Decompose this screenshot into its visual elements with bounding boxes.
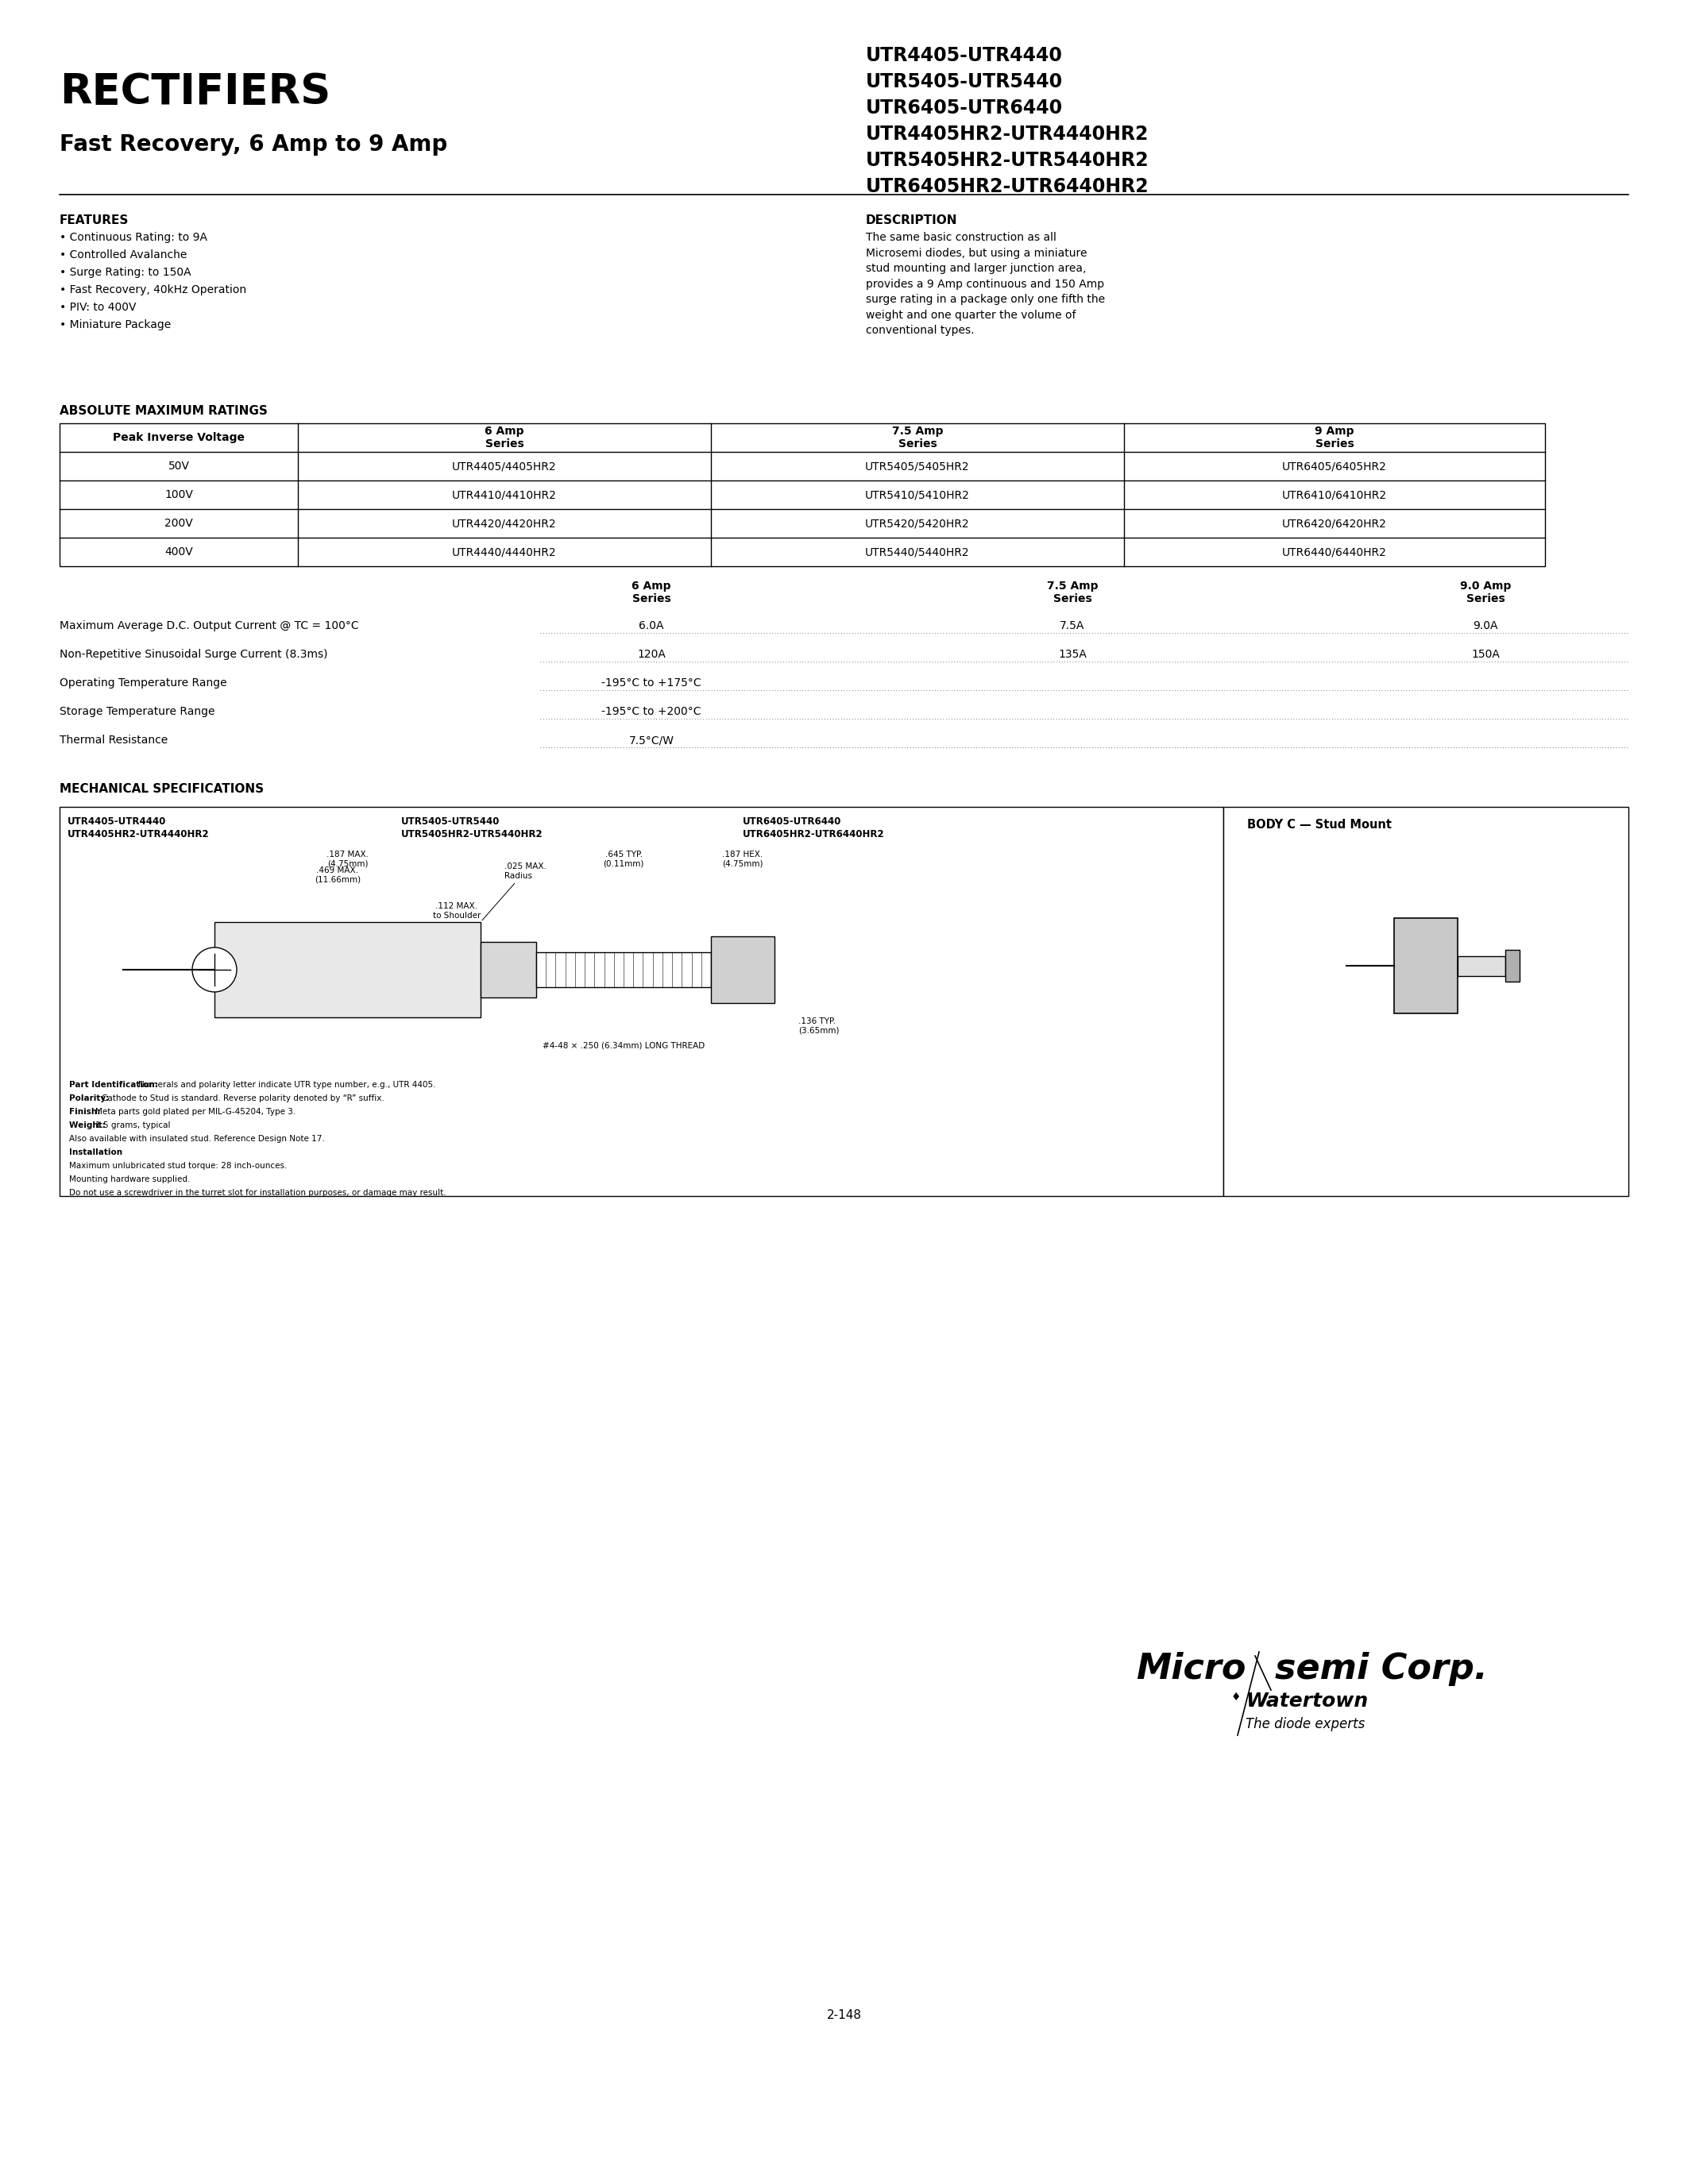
- Text: .112 MAX.
to Shoulder: .112 MAX. to Shoulder: [432, 902, 481, 919]
- Text: Non-Repetitive Sinusoidal Surge Current (8.3ms): Non-Repetitive Sinusoidal Surge Current …: [59, 649, 327, 660]
- Bar: [1394, 917, 1458, 1013]
- Text: UTR4405-UTR4440: UTR4405-UTR4440: [866, 46, 1063, 66]
- Text: -195°C to +200°C: -195°C to +200°C: [601, 705, 701, 716]
- Text: UTR6405/6405HR2: UTR6405/6405HR2: [1283, 461, 1388, 472]
- Text: Maximum unlubricated stud torque: 28 inch-ounces.: Maximum unlubricated stud torque: 28 inc…: [69, 1162, 287, 1171]
- Text: UTR4420/4420HR2: UTR4420/4420HR2: [452, 518, 557, 529]
- Text: 9.0A: 9.0A: [1474, 620, 1497, 631]
- Text: UTR4405HR2-UTR4440HR2: UTR4405HR2-UTR4440HR2: [866, 124, 1150, 144]
- Text: .187 HEX.
(4.75mm): .187 HEX. (4.75mm): [722, 850, 763, 867]
- Text: UTR6405HR2-UTR6440HR2: UTR6405HR2-UTR6440HR2: [866, 177, 1150, 197]
- Bar: [537, 952, 711, 987]
- Text: .645 TYP.
(0.11mm): .645 TYP. (0.11mm): [603, 850, 645, 867]
- Text: The diode experts: The diode experts: [1246, 1717, 1366, 1732]
- Text: Polarity:: Polarity:: [69, 1094, 111, 1103]
- Text: • Miniature Package: • Miniature Package: [59, 319, 170, 330]
- Text: BODY C — Stud Mount: BODY C — Stud Mount: [1247, 819, 1391, 830]
- Text: ABSOLUTE MAXIMUM RATINGS: ABSOLUTE MAXIMUM RATINGS: [59, 404, 268, 417]
- Text: Thermal Resistance: Thermal Resistance: [59, 734, 167, 745]
- Text: .025 MAX.
Radius: .025 MAX. Radius: [483, 863, 547, 919]
- Text: 6 Amp
Series: 6 Amp Series: [631, 581, 672, 605]
- Text: 6.0A: 6.0A: [638, 620, 663, 631]
- Text: 9.0 Amp
Series: 9.0 Amp Series: [1460, 581, 1511, 605]
- Text: UTR6440/6440HR2: UTR6440/6440HR2: [1283, 546, 1388, 557]
- Text: -195°C to +175°C: -195°C to +175°C: [601, 677, 701, 688]
- Text: UTR6410/6410HR2: UTR6410/6410HR2: [1283, 489, 1388, 500]
- Text: 9 Amp
Series: 9 Amp Series: [1315, 426, 1354, 450]
- Text: UTR5405/5405HR2: UTR5405/5405HR2: [866, 461, 969, 472]
- Text: Maximum Average D.C. Output Current @ TC = 100°C: Maximum Average D.C. Output Current @ TC…: [59, 620, 360, 631]
- Text: 7.5 Amp
Series: 7.5 Amp Series: [891, 426, 944, 450]
- Circle shape: [192, 948, 236, 992]
- Text: ♦: ♦: [1231, 1693, 1241, 1704]
- Text: MECHANICAL SPECIFICATIONS: MECHANICAL SPECIFICATIONS: [59, 784, 263, 795]
- Text: 150A: 150A: [1472, 649, 1499, 660]
- Text: 120A: 120A: [636, 649, 665, 660]
- Text: Finish:: Finish:: [69, 1107, 103, 1116]
- Text: 200V: 200V: [164, 518, 192, 529]
- Text: 2-148: 2-148: [827, 2009, 861, 2020]
- Text: .136 TYP.
(3.65mm): .136 TYP. (3.65mm): [798, 1018, 839, 1035]
- Text: Micro: Micro: [1136, 1651, 1246, 1686]
- Text: UTR5440/5440HR2: UTR5440/5440HR2: [866, 546, 969, 557]
- Text: 7.5A: 7.5A: [1060, 620, 1085, 631]
- Text: Weight:: Weight:: [69, 1120, 108, 1129]
- Text: The same basic construction as all
Microsemi diodes, but using a miniature
stud : The same basic construction as all Micro…: [866, 232, 1106, 336]
- Text: 1.5 grams, typical: 1.5 grams, typical: [95, 1120, 170, 1129]
- Text: 100V: 100V: [164, 489, 192, 500]
- Text: #4-48 × .250 (6.34mm) LONG THREAD: #4-48 × .250 (6.34mm) LONG THREAD: [542, 1042, 704, 1048]
- Text: UTR6405-UTR6440
UTR6405HR2-UTR6440HR2: UTR6405-UTR6440 UTR6405HR2-UTR6440HR2: [743, 817, 885, 839]
- Text: Part Identification:: Part Identification:: [69, 1081, 160, 1090]
- Text: Installation: Installation: [69, 1149, 123, 1155]
- Text: Mounting hardware supplied.: Mounting hardware supplied.: [69, 1175, 191, 1184]
- Text: 135A: 135A: [1058, 649, 1087, 660]
- Text: 7.5°C/W: 7.5°C/W: [628, 734, 674, 745]
- Text: 7.5 Amp
Series: 7.5 Amp Series: [1047, 581, 1097, 605]
- Text: Operating Temperature Range: Operating Temperature Range: [59, 677, 226, 688]
- Bar: [59, 806, 1224, 1197]
- Text: • PIV: to 400V: • PIV: to 400V: [59, 301, 137, 312]
- Text: Numerals and polarity letter indicate UTR type number, e.g., UTR 4405.: Numerals and polarity letter indicate UT…: [138, 1081, 436, 1090]
- Text: UTR4440/4440HR2: UTR4440/4440HR2: [452, 546, 557, 557]
- Text: UTR6405-UTR6440: UTR6405-UTR6440: [866, 98, 1063, 118]
- Bar: [1458, 957, 1506, 976]
- Text: UTR5410/5410HR2: UTR5410/5410HR2: [866, 489, 971, 500]
- Text: Do not use a screwdriver in the turret slot for installation purposes, or damage: Do not use a screwdriver in the turret s…: [69, 1188, 446, 1197]
- Text: .187 MAX.
(4.75mm): .187 MAX. (4.75mm): [326, 850, 368, 867]
- Text: UTR6420/6420HR2: UTR6420/6420HR2: [1283, 518, 1388, 529]
- Bar: [481, 941, 537, 998]
- Bar: [59, 424, 1545, 566]
- Bar: [1506, 950, 1519, 981]
- Text: UTR4405-UTR4440
UTR4405HR2-UTR4440HR2: UTR4405-UTR4440 UTR4405HR2-UTR4440HR2: [68, 817, 209, 839]
- Text: 50V: 50V: [169, 461, 189, 472]
- Text: UTR4410/4410HR2: UTR4410/4410HR2: [452, 489, 557, 500]
- Text: RECTIFIERS: RECTIFIERS: [59, 72, 331, 114]
- Text: Fast Recovery, 6 Amp to 9 Amp: Fast Recovery, 6 Amp to 9 Amp: [59, 133, 447, 155]
- Text: semi Corp.: semi Corp.: [1274, 1651, 1487, 1686]
- Text: UTR5405-UTR5440: UTR5405-UTR5440: [866, 72, 1063, 92]
- Text: 6 Amp
Series: 6 Amp Series: [484, 426, 523, 450]
- Text: • Continuous Rating: to 9A: • Continuous Rating: to 9A: [59, 232, 208, 242]
- Text: Cathode to Stud is standard. Reverse polarity denoted by “R” suffix.: Cathode to Stud is standard. Reverse pol…: [101, 1094, 385, 1103]
- Text: UTR5405HR2-UTR5440HR2: UTR5405HR2-UTR5440HR2: [866, 151, 1150, 170]
- Bar: [711, 937, 775, 1002]
- Text: DESCRIPTION: DESCRIPTION: [866, 214, 957, 227]
- Text: • Surge Rating: to 150A: • Surge Rating: to 150A: [59, 266, 191, 277]
- Text: FEATURES: FEATURES: [59, 214, 128, 227]
- Bar: [1224, 806, 1629, 1197]
- Text: .469 MAX.
(11.66mm): .469 MAX. (11.66mm): [314, 867, 361, 885]
- Text: Also available with insulated stud. Reference Design Note 17.: Also available with insulated stud. Refe…: [69, 1136, 324, 1142]
- Text: Meta parts gold plated per MIL-G-45204, Type 3.: Meta parts gold plated per MIL-G-45204, …: [95, 1107, 295, 1116]
- Text: 400V: 400V: [164, 546, 192, 557]
- Text: • Fast Recovery, 40kHz Operation: • Fast Recovery, 40kHz Operation: [59, 284, 246, 295]
- Text: UTR4405/4405HR2: UTR4405/4405HR2: [452, 461, 557, 472]
- Text: Storage Temperature Range: Storage Temperature Range: [59, 705, 214, 716]
- Text: Watertown: Watertown: [1246, 1693, 1367, 1710]
- Text: UTR5420/5420HR2: UTR5420/5420HR2: [866, 518, 969, 529]
- Text: • Controlled Avalanche: • Controlled Avalanche: [59, 249, 187, 260]
- Text: Peak Inverse Voltage: Peak Inverse Voltage: [113, 432, 245, 443]
- Text: UTR5405-UTR5440
UTR5405HR2-UTR5440HR2: UTR5405-UTR5440 UTR5405HR2-UTR5440HR2: [402, 817, 544, 839]
- Bar: [214, 922, 481, 1018]
